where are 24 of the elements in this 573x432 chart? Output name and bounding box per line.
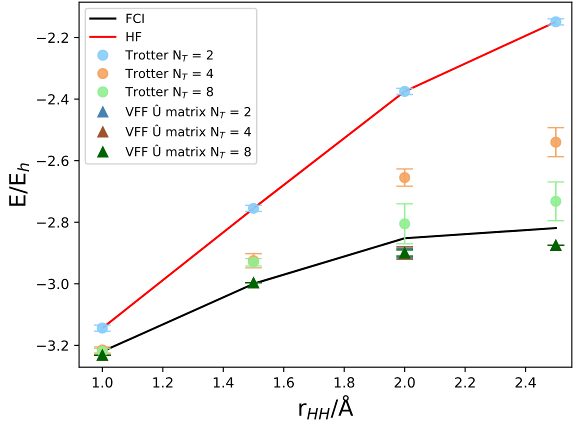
- x-tick-label: 2.2: [455, 377, 475, 388]
- y-tick-label: −3.2: [37, 340, 68, 351]
- legend-label: HF: [126, 32, 142, 42]
- x-tick-label: 1.2: [153, 377, 172, 388]
- y-tick-label: −2.4: [37, 94, 69, 104]
- x-tick-label: 2.0: [394, 377, 415, 388]
- x-axis-title: r$_{HH}$/Å: [299, 395, 354, 420]
- x-tick-label: 1.6: [274, 377, 294, 388]
- y-tick-label: −2.2: [37, 32, 68, 43]
- y-axis-title: E/E$_{h}$: [9, 163, 30, 206]
- y-tick-label: −2.8: [37, 217, 68, 228]
- x-tick-label: 2.4: [516, 377, 536, 388]
- x-tick-label: 1.0: [92, 377, 112, 388]
- legend-label: Trotter N$_{T}$ = 8: [125, 86, 214, 98]
- y-tick-label: −2.6: [37, 156, 68, 166]
- x-tick-label: 1.8: [334, 377, 354, 388]
- legend-label: VFF Û matrix N$_{T}$ = 8: [125, 144, 251, 158]
- legend-label: Trotter N$_{T}$ = 4: [125, 68, 214, 80]
- x-tick-label: 1.4: [214, 377, 234, 388]
- legend-label: VFF Û matrix N$_{T}$ = 4: [125, 124, 251, 138]
- legend-label: Trotter N$_{T}$ = 2: [125, 50, 213, 62]
- y-tick-label: −3.0: [37, 278, 68, 290]
- legend-label: VFF Û matrix N$_{T}$ = 2: [125, 104, 250, 118]
- legend-label: FCI: [126, 14, 144, 24]
